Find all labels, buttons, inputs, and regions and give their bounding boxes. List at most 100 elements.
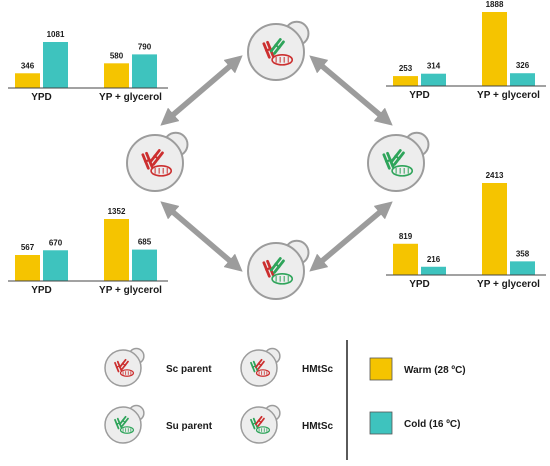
bar-value-label: 314 (427, 62, 441, 71)
legend-strain-label: Sc parent (166, 364, 212, 375)
legend-strain-label: HMtSc (302, 364, 334, 375)
bar-cold-ypd (421, 73, 446, 86)
category-label: YP + glycerol (99, 92, 162, 103)
yeast-cell-bottom (247, 239, 310, 300)
category-label: YPD (409, 90, 430, 101)
warm-label: Warm (28 ºC) (404, 365, 466, 376)
legend-strain-label: HMtSc (302, 421, 334, 432)
mitochondrion (119, 369, 135, 377)
bar-value-label: 326 (516, 61, 530, 70)
category-label: YP + glycerol (477, 90, 540, 101)
legend-condition-cold: Cold (16 ºC) (369, 411, 460, 435)
mitochondrion (391, 164, 414, 177)
bar-value-label: 358 (516, 249, 530, 258)
chromosome (382, 151, 395, 170)
bar-value-label: 567 (21, 243, 35, 252)
chromosome (118, 358, 129, 370)
cycle-arrow-top-right (309, 55, 393, 126)
chromosome (114, 360, 123, 373)
bar-cold-yp-glycerol (510, 261, 535, 275)
category-label: YPD (31, 285, 52, 296)
chromosome (141, 151, 154, 170)
legend-cell-icon (104, 347, 145, 387)
bar-cold-yp-glycerol (132, 54, 157, 88)
bar-cold-ypd (421, 266, 446, 275)
bar-warm-yp-glycerol (482, 12, 507, 86)
bar-warm-yp-glycerol (104, 219, 129, 281)
bar-chart-bottom-left: 567 670 1352 685 YPD YP + glycerol (8, 207, 168, 296)
chromosome (250, 360, 259, 373)
cycle-arrow-bottom-right (309, 201, 393, 272)
yeast-cell-left (126, 131, 189, 192)
bar-cold-yp-glycerol (132, 249, 157, 281)
category-label: YPD (409, 279, 430, 290)
legend-cell-icon (240, 347, 281, 387)
chromosome (254, 358, 265, 370)
chromosome (250, 417, 259, 430)
mitochondrion (255, 369, 271, 377)
cycle-arrows (160, 55, 393, 272)
chromosome (269, 257, 285, 274)
bar-warm-yp-glycerol (482, 183, 507, 275)
legend-condition-warm: Warm (28 ºC) (369, 357, 466, 381)
legend-strain-2: HMtSc (240, 347, 334, 387)
bar-value-label: 1352 (108, 207, 126, 216)
bar-value-label: 1081 (47, 30, 65, 39)
cold-swatch (369, 411, 393, 435)
category-label: YP + glycerol (99, 285, 162, 296)
bar-chart-top-right: 253 314 1888 326 YPD YP + glycerol (386, 0, 546, 101)
chromosome (389, 149, 405, 166)
bar-chart-bottom-right: 819 216 2413 358 YPD YP + glycerol (386, 171, 546, 290)
bar-warm-ypd (393, 243, 418, 275)
bar-chart-top-left: 346 1081 580 790 YPD YP + glycerol (8, 30, 168, 103)
legend-strain-label: Su parent (166, 421, 213, 432)
cold-label: Cold (16 ºC) (404, 419, 460, 430)
mitochondrion (119, 426, 135, 434)
bar-warm-ypd (393, 76, 418, 86)
mitochondrion (255, 426, 271, 434)
bar-charts: 346 1081 580 790 YPD YP + glycerol 253 314 1888 3… (8, 0, 546, 296)
chromosome (118, 415, 129, 427)
legend-strain-4: HMtSc (240, 404, 334, 444)
bar-value-label: 670 (49, 238, 63, 247)
legend-strains: Sc parent HMtSc Su parent HMtSc (104, 347, 334, 444)
yeast-cell-right (367, 131, 430, 192)
legend-strain-3: Su parent (104, 404, 213, 444)
bar-value-label: 819 (399, 232, 413, 241)
bar-value-label: 216 (427, 255, 441, 264)
yeast-cell-top (247, 20, 310, 81)
bar-value-label: 346 (21, 61, 35, 70)
bar-value-label: 580 (110, 51, 124, 60)
bar-cold-ypd (43, 250, 68, 281)
legend-cell-icon (104, 404, 145, 444)
chromosome (269, 38, 285, 55)
bar-value-label: 790 (138, 42, 152, 51)
chromosome (262, 259, 275, 278)
mitochondrion (271, 272, 294, 285)
bar-value-label: 2413 (486, 171, 504, 180)
bar-value-label: 253 (399, 64, 413, 73)
bar-warm-ypd (15, 73, 40, 88)
bar-warm-ypd (15, 254, 40, 281)
chromosome (114, 417, 123, 430)
yeast-cells (126, 20, 430, 300)
chromosome (262, 40, 275, 59)
mitochondrion (271, 53, 294, 66)
legend-strain-1: Sc parent (104, 347, 212, 387)
legend: Sc parent HMtSc Su parent HMtSc Warm (28 ºC… (104, 340, 466, 460)
bar-cold-yp-glycerol (510, 73, 535, 86)
cycle-arrow-bottom-left (160, 201, 243, 272)
chromosome (148, 149, 164, 166)
category-label: YP + glycerol (477, 279, 540, 290)
bar-warm-yp-glycerol (104, 63, 129, 88)
warm-swatch (369, 357, 393, 381)
bar-value-label: 1888 (486, 0, 504, 9)
legend-cell-icon (240, 404, 281, 444)
mitochondrion (150, 164, 173, 177)
bar-cold-ypd (43, 42, 68, 88)
cycle-arrow-top-left (160, 55, 243, 126)
bar-value-label: 685 (138, 238, 152, 247)
chromosome (254, 415, 265, 427)
category-label: YPD (31, 92, 52, 103)
